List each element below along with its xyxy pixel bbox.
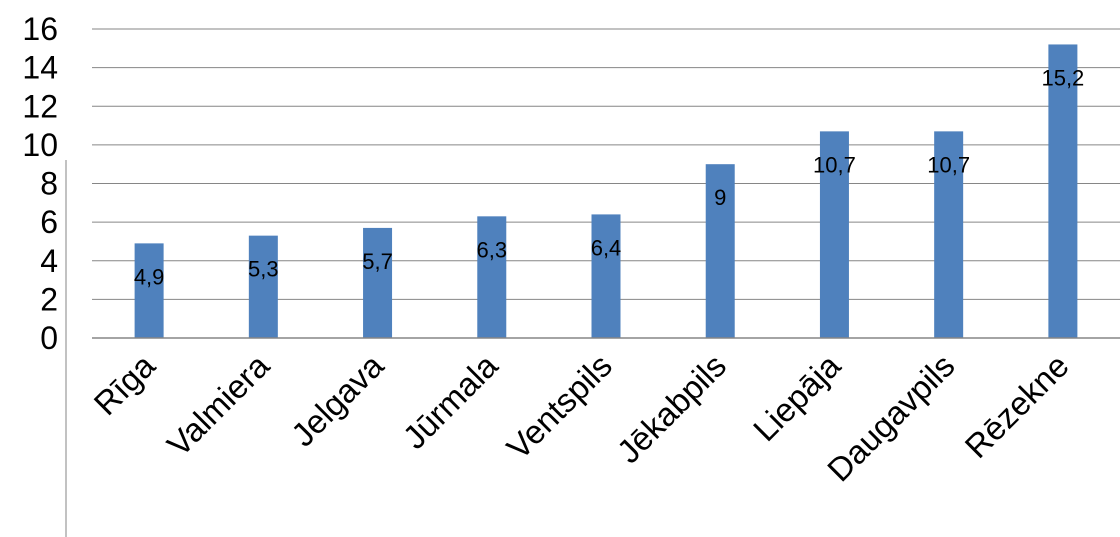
data-labels: 4,9 5,3 5,7 6,3 6,4 9 10,7 10,7 15,2: [134, 65, 1084, 289]
bar: [705, 164, 735, 338]
bar: [248, 235, 278, 338]
data-label: 15,2: [1041, 65, 1084, 90]
y-tick-label: 2: [40, 281, 58, 317]
y-tick-label: 4: [40, 243, 58, 279]
bar: [934, 131, 964, 338]
x-tick-label: Liepāja: [746, 346, 848, 448]
data-label: 9: [714, 185, 726, 210]
x-tick-label: Rēzekne: [958, 347, 1076, 465]
y-tick-label: 16: [22, 11, 58, 47]
y-tick-label: 8: [40, 166, 58, 202]
y-tick-label: 10: [22, 127, 58, 163]
y-tick-label: 14: [22, 50, 58, 86]
data-label: 6,4: [591, 235, 622, 260]
bar: [134, 243, 164, 338]
bar: [477, 216, 507, 338]
data-label: 10,7: [813, 152, 856, 177]
y-tick-label: 12: [22, 88, 58, 124]
data-label: 5,3: [248, 257, 279, 282]
bar: [591, 214, 621, 338]
y-tick-label: 6: [40, 204, 58, 240]
data-label: 4,9: [134, 264, 165, 289]
data-label: 5,7: [362, 249, 393, 274]
x-tick-label: Ventspils: [499, 347, 619, 467]
x-tick-label: Jēkabpils: [610, 347, 733, 470]
x-tick-label: Rīga: [87, 346, 163, 422]
x-tick-label: Jelgava: [284, 346, 391, 453]
data-label: 6,3: [476, 237, 507, 262]
x-tick-label: Jūrmala: [396, 346, 506, 456]
x-tick-label: Valmiera: [160, 346, 277, 463]
bar: [363, 227, 393, 338]
y-tick-label: 0: [40, 320, 58, 356]
data-label: 10,7: [927, 152, 970, 177]
bar: [1048, 44, 1078, 338]
bars: [134, 44, 1078, 338]
bar: [819, 131, 849, 338]
